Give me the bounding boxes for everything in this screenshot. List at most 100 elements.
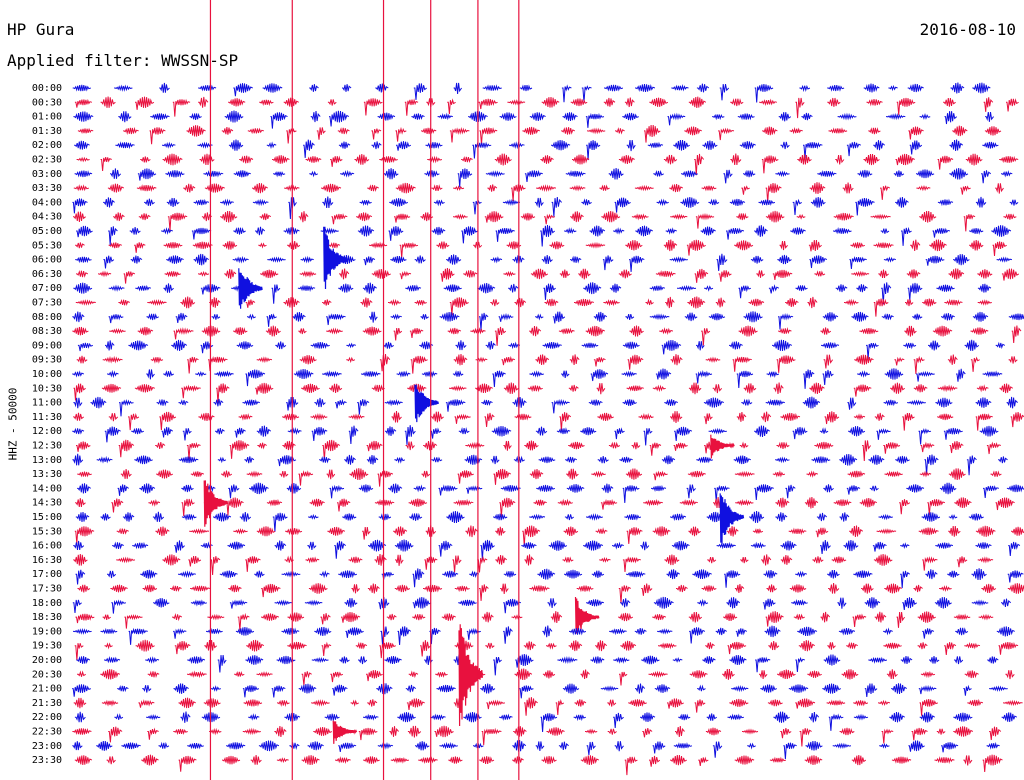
time-tick-label: 01:30 bbox=[32, 126, 62, 137]
trace-row bbox=[74, 139, 999, 161]
trace-row bbox=[72, 453, 1008, 476]
trace-waveform bbox=[73, 539, 1021, 560]
time-tick-label: 18:30 bbox=[32, 612, 62, 623]
time-tick-label: 00:30 bbox=[32, 97, 62, 108]
time-tick-label: 04:00 bbox=[32, 197, 62, 208]
seismic-event bbox=[719, 493, 745, 545]
time-tick-label: 21:30 bbox=[32, 698, 62, 709]
trace-row bbox=[76, 153, 1019, 176]
trace-row bbox=[72, 311, 1024, 331]
trace-waveform bbox=[73, 410, 1024, 431]
trace-waveform bbox=[76, 439, 1001, 462]
time-tick-label: 22:00 bbox=[32, 712, 62, 723]
time-tick-label: 09:30 bbox=[32, 355, 62, 366]
time-tick-label: 06:30 bbox=[32, 269, 62, 280]
trace-waveform bbox=[77, 468, 1002, 487]
time-tick-label: 02:00 bbox=[32, 140, 62, 151]
time-tick-label: 01:00 bbox=[32, 112, 62, 123]
time-tick-label: 14:00 bbox=[32, 483, 62, 494]
station-title: HP Gura bbox=[7, 20, 75, 39]
trace-row bbox=[73, 625, 1015, 646]
trace-waveform bbox=[72, 596, 1012, 614]
trace-row bbox=[74, 525, 1024, 546]
trace-row bbox=[77, 468, 1002, 487]
trace-waveform bbox=[73, 282, 992, 305]
trace-waveform bbox=[73, 697, 1023, 716]
trace-row bbox=[73, 182, 1004, 203]
time-tick-label: 18:00 bbox=[32, 598, 62, 609]
trace-row bbox=[73, 382, 1013, 404]
time-tick-label: 02:30 bbox=[32, 155, 62, 166]
trace-waveform bbox=[72, 425, 999, 446]
trace-row bbox=[72, 82, 991, 103]
trace-waveform bbox=[72, 682, 1008, 699]
trace-waveform bbox=[75, 239, 1007, 258]
time-tick-label: 21:00 bbox=[32, 684, 62, 695]
trace-waveform bbox=[74, 754, 1003, 776]
time-tick-label: 05:00 bbox=[32, 226, 62, 237]
trace-row bbox=[74, 167, 1013, 188]
trace-waveform bbox=[76, 353, 1018, 374]
time-tick-label: 17:30 bbox=[32, 584, 62, 595]
trace-waveform bbox=[72, 311, 1024, 331]
trace-row bbox=[75, 296, 992, 317]
time-tick-label: 16:00 bbox=[32, 541, 62, 552]
trace-row bbox=[77, 482, 1024, 503]
seismic-event bbox=[458, 624, 483, 727]
trace-row bbox=[72, 196, 1019, 220]
time-tick-label: 03:30 bbox=[32, 183, 62, 194]
trace-row bbox=[73, 697, 1023, 716]
trace-waveform bbox=[76, 153, 1019, 176]
trace-row bbox=[73, 410, 1024, 431]
trace-waveform bbox=[77, 339, 1006, 360]
trace-row bbox=[73, 384, 1018, 423]
time-tick-label: 23:30 bbox=[32, 755, 62, 766]
seismic-event bbox=[574, 596, 600, 634]
trace-waveform bbox=[72, 368, 1003, 389]
time-tick-label: 15:00 bbox=[32, 512, 62, 523]
trace-row bbox=[72, 596, 1012, 614]
trace-waveform bbox=[77, 125, 1002, 145]
seismic-event bbox=[238, 268, 263, 309]
trace-waveform bbox=[74, 139, 999, 161]
trace-waveform bbox=[77, 482, 1024, 503]
time-tick-label: 09:00 bbox=[32, 340, 62, 351]
trace-row bbox=[77, 624, 1015, 727]
trace-row bbox=[75, 239, 1007, 258]
time-tick-label: 19:00 bbox=[32, 626, 62, 637]
trace-waveform bbox=[73, 210, 1017, 232]
trace-waveform bbox=[75, 568, 1024, 589]
trace-waveform bbox=[72, 725, 1002, 747]
time-tick-label: 08:30 bbox=[32, 326, 62, 337]
time-tick-label: 20:30 bbox=[32, 669, 62, 680]
seismic-event bbox=[332, 720, 358, 744]
trace-waveform bbox=[76, 224, 1012, 247]
trace-waveform bbox=[72, 196, 1019, 220]
time-tick-label: 23:00 bbox=[32, 741, 62, 752]
trace-waveform bbox=[73, 553, 994, 576]
time-tick-label: 08:00 bbox=[32, 312, 62, 323]
trace-waveform bbox=[75, 611, 994, 632]
trace-row bbox=[73, 553, 994, 576]
date-label: 2016-08-10 bbox=[919, 20, 1016, 39]
trace-row bbox=[73, 110, 994, 129]
time-tick-label: 13:00 bbox=[32, 455, 62, 466]
trace-row bbox=[72, 720, 1002, 747]
trace-waveform bbox=[75, 296, 992, 317]
trace-waveform bbox=[72, 453, 1008, 476]
trace-row bbox=[74, 754, 1003, 776]
trace-waveform bbox=[77, 668, 1015, 686]
trace-row bbox=[72, 368, 1003, 389]
time-tick-label: 07:30 bbox=[32, 298, 62, 309]
trace-waveform bbox=[73, 110, 994, 129]
time-tick-label: 06:00 bbox=[32, 255, 62, 266]
time-tick-label: 20:00 bbox=[32, 655, 62, 666]
trace-row bbox=[75, 568, 1024, 589]
trace-row bbox=[72, 325, 1022, 346]
trace-row bbox=[75, 226, 1012, 290]
seismic-event bbox=[323, 226, 348, 290]
time-tick-label: 11:30 bbox=[32, 412, 62, 423]
trace-waveform bbox=[73, 396, 1018, 417]
trace-waveform bbox=[74, 525, 1024, 546]
time-tick-label: 03:00 bbox=[32, 169, 62, 180]
